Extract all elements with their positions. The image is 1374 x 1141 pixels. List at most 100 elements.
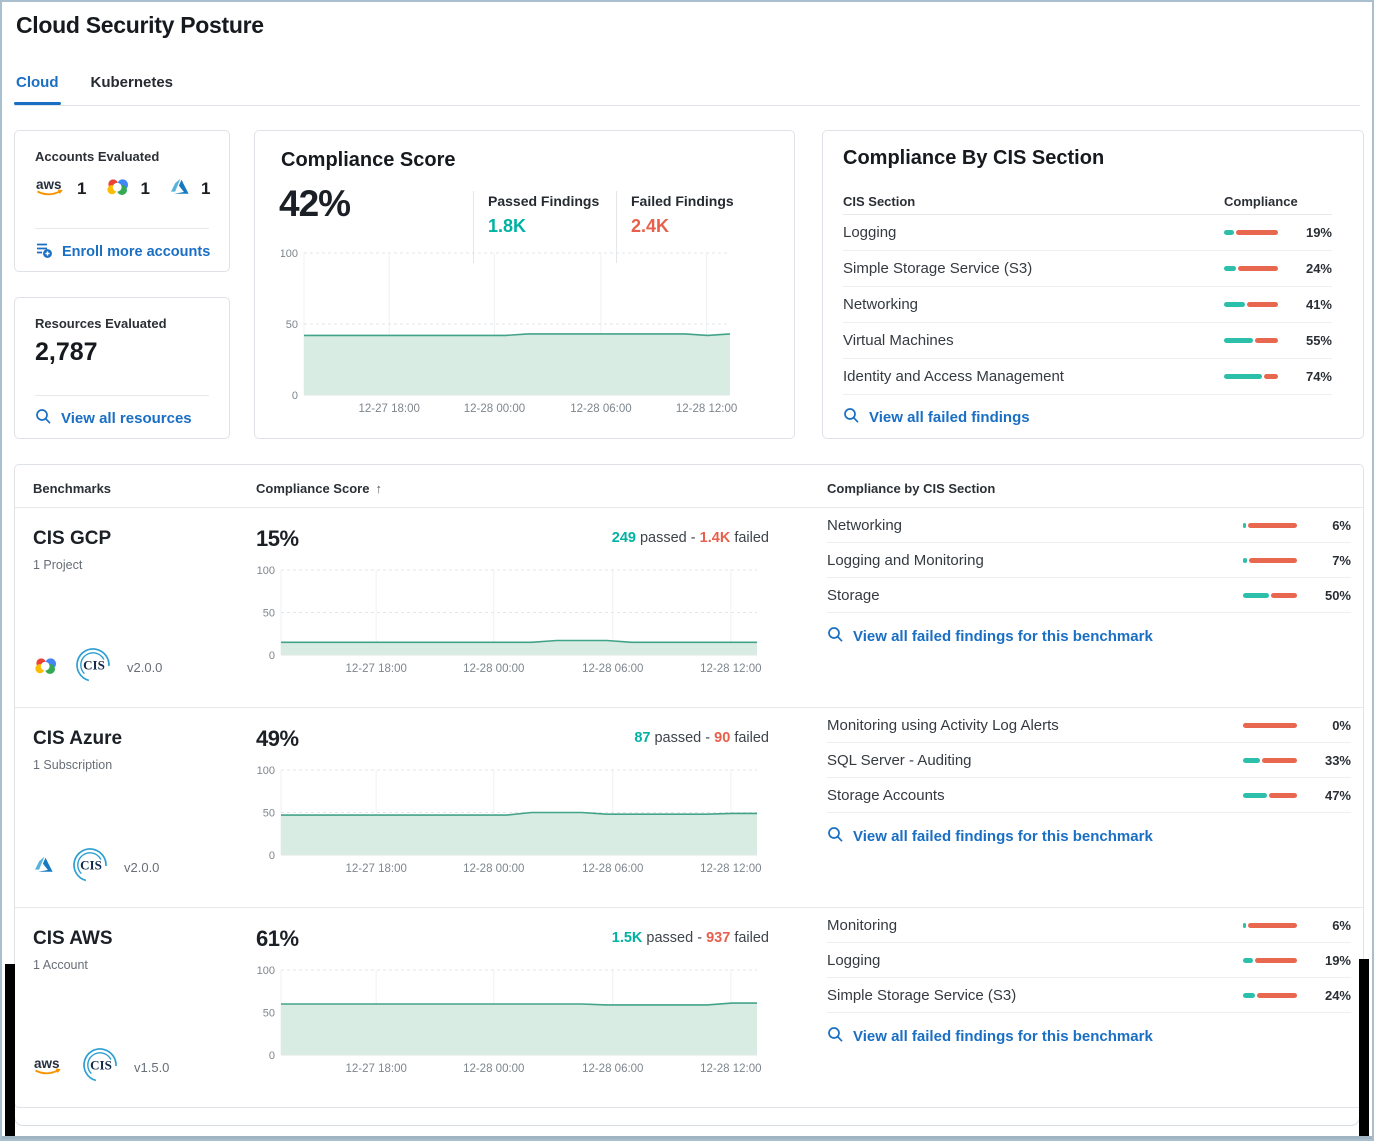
benchmark-pass-fail-summary: 1.5K passed - 937 failed [256, 930, 769, 946]
cis-section-name: Virtual Machines [843, 332, 954, 349]
svg-text:12-28 06:00: 12-28 06:00 [582, 663, 643, 675]
view-failed-findings-benchmark-link[interactable]: View all failed findings for this benchm… [827, 1026, 1153, 1047]
benchmark-score-chart: 100 50 0 12-27 18:00 12-28 00:00 12-28 06:00 1… [256, 564, 765, 679]
benchmark-scope: 1 Account [33, 958, 88, 972]
compliance-bar [1243, 592, 1297, 598]
benchmark-score-chart: 100 50 0 12-27 18:00 12-28 00:00 12-28 06:00 1… [256, 764, 765, 879]
gcp-logo-icon [33, 655, 59, 681]
cis-section-name: Identity and Access Management [843, 368, 1064, 385]
cis-logo-icon: CIS [81, 1046, 119, 1089]
cis-section-name: Networking [843, 296, 919, 313]
dash: - [697, 930, 703, 946]
cis-section-name: SQL Server - Auditing [827, 751, 972, 769]
view-all-failed-findings-label: View all failed findings [869, 409, 1030, 426]
tab-cloud[interactable]: Cloud [14, 74, 60, 105]
screen-artifact-bottom [2, 1136, 1372, 1139]
benchmark-logos: CIS v2.0.0 [33, 846, 159, 889]
table-row: Storage Accounts 47% [827, 778, 1351, 813]
table-row: Simple Storage Service (S3) 24% [827, 978, 1351, 1013]
view-failed-findings-benchmark-link[interactable]: View all failed findings for this benchm… [827, 626, 1153, 647]
table-row: Identity and Access Management 74% [843, 359, 1332, 395]
benchmark-cis-sections: Monitoring 6% Logging 19% Simple Storage… [827, 908, 1351, 1048]
svg-text:12-27 18:00: 12-27 18:00 [359, 403, 420, 415]
divider [473, 191, 474, 263]
resources-evaluated-count: 2,787 [35, 338, 98, 366]
svg-text:12-28 06:00: 12-28 06:00 [582, 1063, 643, 1075]
svg-text:100: 100 [257, 965, 275, 977]
svg-text:0: 0 [269, 650, 275, 662]
table-row: Monitoring using Activity Log Alerts 0% [827, 708, 1351, 743]
benchmark-version: v1.5.0 [134, 1060, 170, 1075]
failed-word: failed [734, 730, 769, 746]
view-all-resources-link[interactable]: View all resources [35, 408, 192, 429]
accounts-provider-counts: aws 1 1 1 [35, 176, 220, 202]
resources-evaluated-card: Resources Evaluated 2,787 View all resou… [14, 297, 230, 439]
cis-section-name: Monitoring using Activity Log Alerts [827, 716, 1059, 734]
table-row: Monitoring 6% [827, 908, 1351, 943]
passed-count: 1.5K [611, 930, 643, 946]
svg-text:100: 100 [257, 565, 275, 577]
cis-section-table: CIS Section Compliance Logging 19% Simpl… [843, 191, 1332, 429]
failed-word: failed [734, 930, 769, 946]
failed-findings-block: Failed Findings 2.4K [631, 193, 734, 237]
benchmark-score: 15% [256, 526, 299, 551]
dash: - [690, 530, 696, 546]
svg-text:12-28 12:00: 12-28 12:00 [700, 663, 761, 675]
svg-text:50: 50 [263, 608, 275, 620]
table-row: Networking 6% [827, 508, 1351, 543]
svg-text:12-28 00:00: 12-28 00:00 [463, 663, 524, 675]
benchmark-logos: CIS v2.0.0 [33, 646, 162, 689]
aws-logo-icon: aws [33, 1055, 66, 1081]
svg-text:0: 0 [292, 390, 298, 402]
gcp-logo-icon [105, 176, 131, 202]
compliance-percent: 0% [1332, 717, 1351, 733]
sort-ascending-icon: ↑ [375, 481, 382, 496]
divider [616, 191, 617, 263]
search-icon [827, 826, 844, 847]
compliance-score-column-label: Compliance Score [256, 481, 370, 496]
compliance-bar [1243, 792, 1297, 798]
azure-account-count: 1 [200, 179, 211, 198]
table-row: Virtual Machines 55% [843, 323, 1332, 359]
azure-logo-icon [169, 177, 192, 202]
cis-section-name: Logging [843, 224, 897, 241]
svg-text:0: 0 [269, 850, 275, 862]
cis-table-header: CIS Section Compliance [843, 191, 1332, 215]
tab-kubernetes[interactable]: Kubernetes [90, 74, 174, 91]
failed-count: 90 [714, 730, 731, 746]
failed-count: 1.4K [699, 530, 731, 546]
compliance-bar [1243, 722, 1297, 728]
benchmark-cis-sections: Monitoring using Activity Log Alerts 0% … [827, 708, 1351, 848]
gcp-account-count: 1 [140, 179, 150, 198]
enroll-more-accounts-link[interactable]: Enroll more accounts [35, 241, 210, 263]
compliance-percent: 47% [1324, 787, 1351, 803]
compliance-bar [1224, 338, 1278, 343]
screen-artifact-right [1359, 959, 1369, 1136]
view-failed-findings-benchmark-link[interactable]: View all failed findings for this benchm… [827, 826, 1153, 847]
benchmarks-column-header: Benchmarks [33, 481, 112, 496]
compliance-score-column-header[interactable]: Compliance Score ↑ [256, 481, 382, 496]
compliance-by-cis-section-card: Compliance By CIS Section CIS Section Co… [822, 130, 1364, 439]
benchmark-row-cis-gcp: CIS GCP 1 Project CIS v2.0.0 15% 249 pas… [15, 508, 1363, 708]
compliance-column-header: Compliance [1224, 194, 1298, 209]
failed-word: failed [734, 530, 769, 546]
view-all-failed-findings-link[interactable]: View all failed findings [843, 407, 1030, 428]
svg-text:12-27 18:00: 12-27 18:00 [346, 863, 407, 875]
table-row: SQL Server - Auditing 33% [827, 743, 1351, 778]
svg-text:12-28 00:00: 12-28 00:00 [463, 863, 524, 875]
benchmark-version: v2.0.0 [124, 860, 160, 875]
dash: - [705, 730, 711, 746]
benchmark-score: 61% [256, 926, 299, 951]
svg-text:0: 0 [269, 1050, 275, 1062]
benchmark-pass-fail-summary: 249 passed - 1.4K failed [256, 530, 769, 546]
benchmark-version: v2.0.0 [127, 660, 163, 675]
svg-text:CIS: CIS [83, 658, 105, 673]
svg-text:50: 50 [263, 1008, 275, 1020]
compliance-bar [1224, 230, 1278, 235]
compliance-percent: 55% [1305, 333, 1332, 348]
compliance-bar [1224, 302, 1278, 307]
benchmark-logos: aws CIS v1.5.0 [33, 1046, 169, 1089]
compliance-percent: 74% [1305, 369, 1332, 384]
accounts-evaluated-title: Accounts Evaluated [35, 149, 160, 164]
table-row: Storage 50% [827, 578, 1351, 613]
